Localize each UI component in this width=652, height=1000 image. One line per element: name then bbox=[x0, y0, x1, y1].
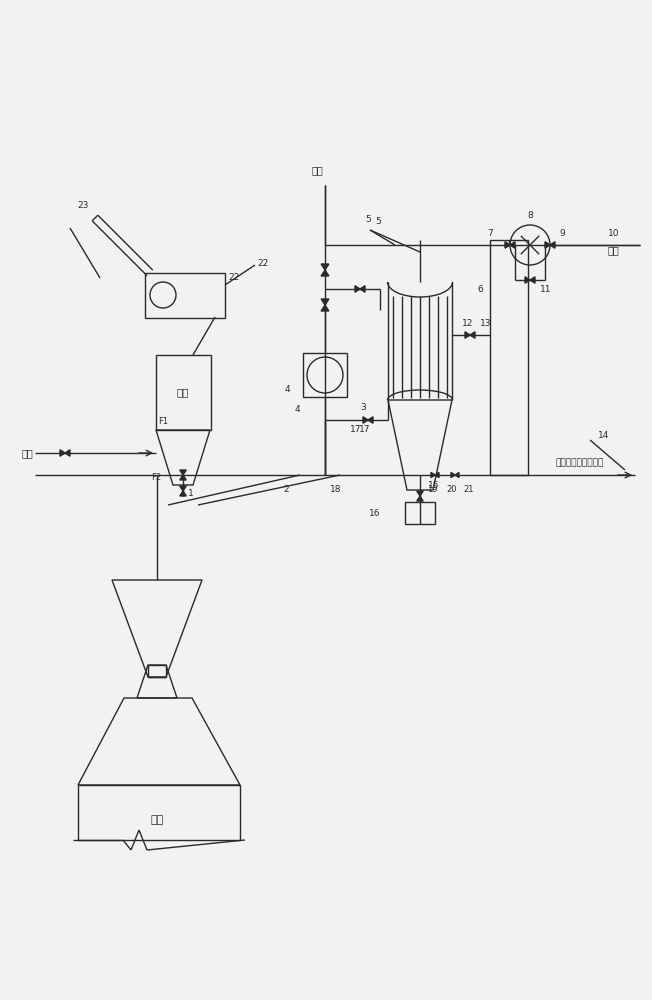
Polygon shape bbox=[60, 450, 65, 456]
Text: 23: 23 bbox=[77, 202, 89, 211]
Polygon shape bbox=[65, 450, 70, 456]
Polygon shape bbox=[180, 475, 186, 480]
Text: 16: 16 bbox=[368, 508, 380, 518]
Polygon shape bbox=[530, 277, 535, 283]
Bar bbox=[145, 273, 225, 318]
Text: 4: 4 bbox=[285, 385, 291, 394]
Text: 2: 2 bbox=[283, 486, 289, 494]
Polygon shape bbox=[431, 472, 435, 478]
Polygon shape bbox=[550, 242, 555, 248]
Polygon shape bbox=[435, 472, 439, 478]
Text: 8: 8 bbox=[527, 211, 533, 220]
Polygon shape bbox=[505, 242, 510, 248]
Polygon shape bbox=[360, 286, 365, 292]
Polygon shape bbox=[510, 242, 515, 248]
Text: 氮气: 氮气 bbox=[22, 448, 33, 458]
Text: 7: 7 bbox=[487, 229, 493, 237]
Text: 放散: 放散 bbox=[311, 165, 323, 175]
Text: 10: 10 bbox=[608, 229, 619, 237]
Bar bbox=[156, 355, 211, 430]
Text: F1: F1 bbox=[158, 418, 168, 426]
Polygon shape bbox=[180, 486, 186, 491]
Polygon shape bbox=[180, 491, 186, 496]
Text: 5: 5 bbox=[375, 218, 381, 227]
Text: 17: 17 bbox=[350, 426, 361, 434]
Text: 1: 1 bbox=[188, 488, 194, 497]
Text: 22: 22 bbox=[257, 258, 268, 267]
Polygon shape bbox=[355, 286, 360, 292]
Text: 17: 17 bbox=[359, 426, 370, 434]
Text: 4: 4 bbox=[294, 404, 300, 414]
Text: 高炉: 高炉 bbox=[151, 815, 164, 825]
Text: 净煤气（半净煤气）: 净煤气（半净煤气） bbox=[555, 458, 603, 468]
Polygon shape bbox=[465, 332, 470, 338]
Polygon shape bbox=[470, 332, 475, 338]
Text: 12: 12 bbox=[462, 318, 473, 328]
Bar bbox=[490, 240, 528, 475]
Text: 22: 22 bbox=[228, 272, 239, 282]
Polygon shape bbox=[545, 242, 550, 248]
Text: 管网: 管网 bbox=[608, 245, 620, 255]
Text: 9: 9 bbox=[559, 229, 565, 237]
Polygon shape bbox=[368, 417, 373, 423]
Polygon shape bbox=[417, 496, 423, 501]
Polygon shape bbox=[321, 299, 329, 305]
Bar bbox=[405, 502, 435, 524]
Text: 18: 18 bbox=[330, 486, 342, 494]
Polygon shape bbox=[525, 277, 530, 283]
Text: F2: F2 bbox=[151, 473, 161, 482]
Polygon shape bbox=[363, 417, 368, 423]
Text: 3: 3 bbox=[360, 403, 366, 412]
Polygon shape bbox=[180, 470, 186, 475]
Bar bbox=[148, 665, 166, 677]
Text: 21: 21 bbox=[464, 485, 474, 493]
Text: 11: 11 bbox=[540, 286, 552, 294]
Polygon shape bbox=[455, 472, 459, 478]
Text: 15: 15 bbox=[428, 481, 439, 489]
Text: 19: 19 bbox=[427, 485, 437, 493]
Text: 料罐: 料罐 bbox=[177, 387, 189, 397]
Polygon shape bbox=[321, 270, 329, 276]
Text: 20: 20 bbox=[447, 485, 457, 493]
Polygon shape bbox=[451, 472, 455, 478]
Text: 14: 14 bbox=[598, 430, 610, 440]
Bar bbox=[78, 785, 240, 840]
Text: 6: 6 bbox=[477, 286, 482, 294]
Polygon shape bbox=[417, 491, 423, 496]
Polygon shape bbox=[321, 264, 329, 270]
Bar bbox=[303, 353, 347, 397]
Text: 13: 13 bbox=[480, 318, 492, 328]
Text: 5: 5 bbox=[365, 216, 371, 225]
Polygon shape bbox=[321, 305, 329, 311]
